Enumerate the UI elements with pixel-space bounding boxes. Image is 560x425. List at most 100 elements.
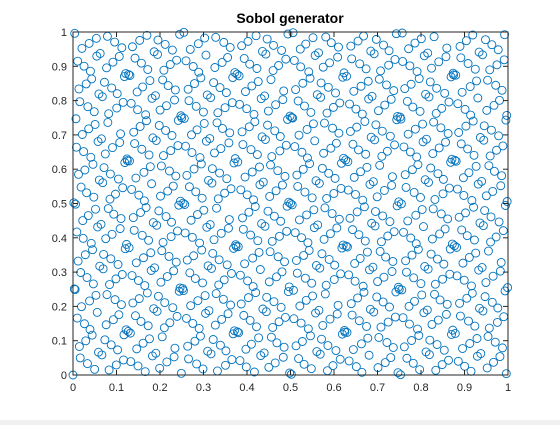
data-point (410, 124, 420, 134)
data-point (102, 63, 112, 73)
data-point (389, 227, 399, 237)
data-point (124, 243, 134, 253)
data-point (247, 81, 257, 91)
data-point (273, 166, 283, 176)
data-point (142, 288, 152, 298)
data-point (328, 102, 338, 112)
data-point (334, 214, 344, 224)
data-point (413, 324, 422, 334)
data-point (235, 99, 244, 109)
data-point (364, 350, 374, 360)
data-point (249, 109, 259, 119)
data-point (318, 320, 328, 330)
data-point (374, 333, 384, 342)
data-point (335, 98, 345, 108)
data-point (238, 224, 248, 234)
data-point (392, 201, 402, 211)
data-point (292, 268, 302, 278)
data-point (283, 114, 292, 124)
data-point (373, 277, 383, 286)
x-tick-label: 0.5 (283, 382, 298, 394)
data-point (426, 249, 436, 259)
data-point (265, 192, 275, 201)
data-point (469, 202, 479, 212)
data-point (422, 305, 432, 315)
data-point (131, 173, 141, 183)
data-point (108, 57, 118, 67)
data-point (79, 147, 89, 157)
data-point (502, 197, 512, 206)
data-point (232, 69, 242, 79)
data-point (348, 225, 357, 235)
data-point (239, 310, 249, 320)
data-point (447, 330, 456, 339)
data-point (458, 344, 467, 353)
data-point (481, 278, 491, 287)
data-point (191, 101, 201, 111)
data-point (169, 352, 179, 362)
data-point (288, 113, 298, 123)
data-point (393, 368, 403, 378)
data-point (497, 85, 507, 95)
data-point (192, 359, 202, 369)
data-point (266, 75, 276, 85)
data-point (346, 299, 356, 309)
data-point (482, 105, 492, 115)
data-point (163, 81, 173, 91)
data-point (303, 153, 312, 163)
data-point (237, 41, 247, 51)
data-point (296, 62, 306, 72)
data-point (454, 128, 464, 137)
data-point (107, 229, 117, 239)
data-point (383, 317, 393, 327)
data-point (73, 256, 83, 266)
data-point (255, 180, 265, 190)
data-point (498, 141, 508, 151)
data-point (444, 355, 453, 365)
data-point (149, 304, 159, 314)
data-point (185, 268, 195, 278)
data-point (453, 99, 463, 109)
data-point (375, 246, 385, 256)
data-point (143, 65, 153, 74)
data-point (276, 216, 286, 226)
data-point (489, 100, 499, 110)
data-point (464, 168, 474, 178)
data-point (276, 302, 286, 312)
data-point (452, 271, 462, 281)
data-point (78, 233, 88, 243)
data-point (435, 295, 445, 305)
data-point (423, 264, 433, 274)
data-point (471, 248, 481, 258)
data-point (264, 362, 274, 372)
data-point (117, 43, 127, 53)
data-point (450, 329, 460, 338)
data-point (462, 231, 472, 241)
data-point (454, 212, 464, 222)
data-point (269, 297, 279, 307)
data-point (358, 195, 368, 205)
data-point (365, 179, 375, 189)
data-point (387, 267, 397, 276)
data-point (105, 280, 114, 290)
data-point (92, 307, 102, 317)
data-point (435, 229, 445, 239)
data-point (122, 239, 131, 249)
data-point (287, 112, 297, 122)
data-point (296, 318, 306, 328)
data-point (348, 139, 358, 149)
data-point (223, 309, 233, 319)
data-point (447, 239, 457, 249)
data-point (128, 213, 138, 223)
data-point (137, 230, 147, 240)
data-point (484, 323, 494, 333)
data-point (151, 136, 161, 145)
data-point (399, 227, 408, 237)
data-point (299, 250, 309, 260)
data-point (147, 179, 157, 189)
data-point (478, 50, 487, 60)
data-point (491, 80, 501, 90)
data-point (399, 142, 409, 152)
data-point (470, 321, 480, 331)
data-point (402, 267, 411, 277)
